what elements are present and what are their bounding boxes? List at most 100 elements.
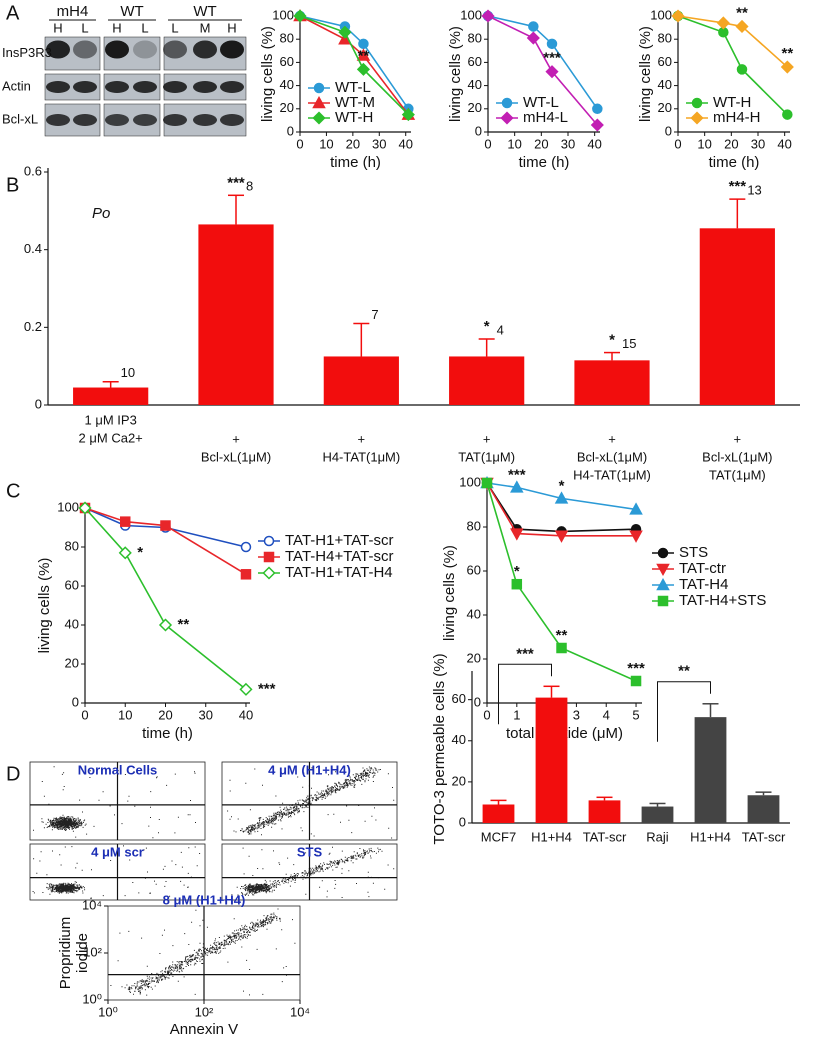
data-point bbox=[240, 569, 252, 580]
lane-label: M bbox=[200, 20, 211, 35]
data-point bbox=[338, 25, 352, 39]
legend-label: WT-L bbox=[523, 94, 559, 111]
blot-band bbox=[220, 81, 244, 93]
y-axis-label: Po bbox=[92, 205, 110, 222]
legend-marker bbox=[691, 97, 703, 109]
x-axis-label: time (h) bbox=[709, 154, 760, 171]
n-label: 15 bbox=[622, 336, 636, 351]
error-bar bbox=[596, 796, 613, 801]
legend-marker bbox=[263, 551, 275, 563]
x-axis-label: time (h) bbox=[142, 725, 193, 742]
x-tick-label: 0 bbox=[483, 707, 490, 722]
data-point bbox=[240, 541, 252, 553]
y-tick-label: 100 bbox=[650, 7, 672, 22]
blot-band bbox=[73, 114, 97, 126]
flow-title: STS bbox=[297, 844, 323, 859]
series-line bbox=[486, 482, 637, 537]
x-tick-label: 10 bbox=[118, 707, 132, 722]
y-tick-label: 100 bbox=[57, 499, 79, 514]
blot-band bbox=[133, 114, 157, 126]
x-tick-label: 30 bbox=[561, 136, 575, 151]
blot-band bbox=[46, 40, 70, 59]
y-tick-label: 60 bbox=[658, 54, 672, 69]
x-tick-label: H4-TAT(1μM) bbox=[322, 449, 400, 464]
bar bbox=[323, 356, 399, 405]
blot-band bbox=[193, 40, 217, 59]
group-label: WT bbox=[120, 3, 143, 20]
data-point bbox=[630, 675, 642, 687]
legend-label: WT-H bbox=[713, 94, 751, 111]
legend-marker bbox=[657, 547, 669, 559]
x-tick-label: 0 bbox=[484, 136, 491, 151]
blot-band bbox=[133, 40, 157, 59]
series-line bbox=[84, 507, 247, 575]
lane-label: L bbox=[81, 20, 88, 35]
y-tick-label: 40 bbox=[468, 77, 482, 92]
lane-label: H bbox=[53, 20, 62, 35]
legend-label: mH4-L bbox=[523, 109, 568, 126]
bar bbox=[73, 387, 149, 405]
y-axis-label: TOTO-3 permeable cells (%) bbox=[431, 653, 448, 844]
x-tick-label: 0 bbox=[296, 136, 303, 151]
significance-label: *** bbox=[729, 178, 747, 195]
x-tick-label: 10⁰ bbox=[98, 1004, 118, 1019]
x-tick-label: 4 bbox=[603, 707, 610, 722]
y-tick-label: 20 bbox=[468, 100, 482, 115]
legend-label: WT-M bbox=[335, 94, 375, 111]
legend-label: WT-L bbox=[335, 79, 371, 96]
error-bar bbox=[755, 791, 772, 796]
panel-label: D bbox=[6, 763, 20, 785]
flow-events bbox=[227, 766, 395, 839]
legend-marker bbox=[656, 577, 670, 591]
y-tick-label: 60 bbox=[467, 562, 481, 577]
y-tick-label: 40 bbox=[658, 77, 672, 92]
x-tick-label: TAT-scr bbox=[583, 829, 627, 844]
legend-marker bbox=[501, 97, 513, 109]
panel-label: C bbox=[6, 480, 20, 502]
error-bar bbox=[102, 380, 119, 388]
series-line bbox=[486, 482, 637, 511]
y-tick-label: 0 bbox=[475, 123, 482, 138]
significance-label: *** bbox=[627, 660, 645, 677]
bar bbox=[535, 697, 568, 823]
y-tick-label: 10⁰ bbox=[82, 991, 102, 1006]
lane-label: H bbox=[227, 20, 236, 35]
error-bar bbox=[353, 322, 370, 357]
lane-label: L bbox=[141, 20, 148, 35]
y-tick-label: 60 bbox=[280, 54, 294, 69]
y-tick-label: 40 bbox=[467, 606, 481, 621]
legend-label: TAT-H4+TAT-scr bbox=[285, 548, 393, 565]
y-tick-label: 20 bbox=[280, 100, 294, 115]
y-tick-label: 0 bbox=[474, 694, 481, 709]
data-point bbox=[554, 530, 569, 543]
data-point bbox=[481, 477, 493, 489]
y-tick-label: 40 bbox=[452, 732, 466, 747]
legend-marker bbox=[312, 95, 326, 109]
series-line bbox=[299, 15, 409, 116]
y-tick-label: 20 bbox=[467, 650, 481, 665]
legend-marker bbox=[657, 595, 669, 607]
y-tick-label: 60 bbox=[452, 691, 466, 706]
lane-label: H bbox=[112, 20, 121, 35]
legend-marker bbox=[262, 566, 276, 580]
data-point bbox=[160, 520, 171, 531]
significance-label: ** bbox=[177, 616, 189, 633]
y-tick-label: 80 bbox=[468, 31, 482, 46]
y-tick-label: 60 bbox=[468, 54, 482, 69]
x-tick-label: Bcl-xL(1μM) bbox=[577, 449, 647, 464]
data-point bbox=[293, 9, 307, 23]
data-point bbox=[78, 501, 92, 515]
legend-marker bbox=[313, 82, 325, 94]
legend-marker bbox=[500, 111, 514, 125]
error-bar bbox=[729, 198, 746, 229]
significance-label: *** bbox=[516, 645, 534, 662]
data-point bbox=[526, 31, 540, 45]
y-axis-label: Propridium bbox=[57, 917, 74, 990]
series-line bbox=[486, 482, 637, 533]
x-tick-label: 10 bbox=[319, 136, 333, 151]
x-tick-label: Bcl-xL(1μM) bbox=[702, 449, 772, 464]
bar bbox=[198, 224, 274, 405]
n-label: 8 bbox=[246, 179, 253, 194]
significance-label: * bbox=[484, 318, 490, 335]
y-tick-label: 0 bbox=[72, 694, 79, 709]
